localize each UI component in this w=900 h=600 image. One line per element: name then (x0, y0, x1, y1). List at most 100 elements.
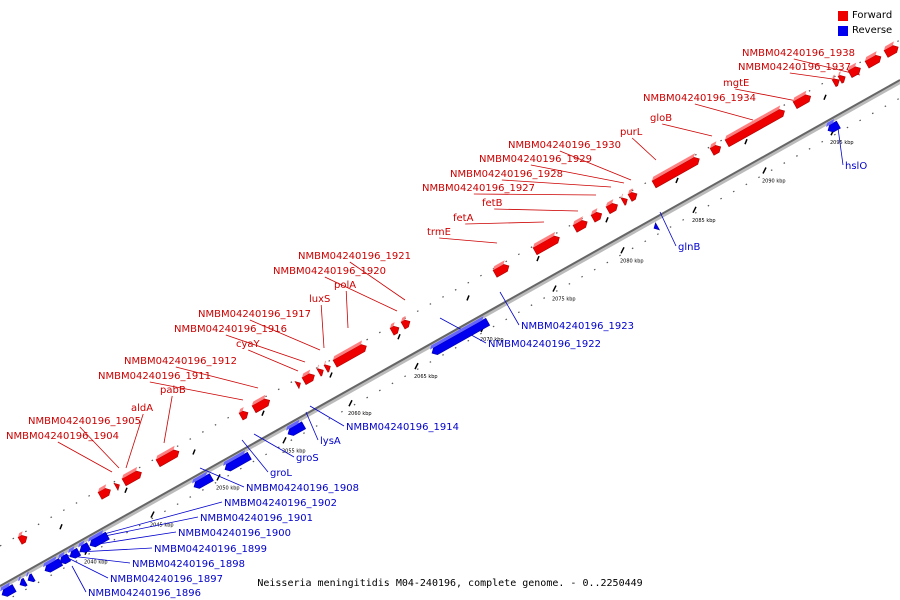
forward-gene-24[interactable] (792, 90, 813, 109)
forward-gene-14[interactable] (492, 260, 511, 278)
minor-tick (466, 295, 470, 301)
forward-gene-10[interactable] (323, 360, 333, 373)
reverse-gene-6[interactable] (77, 540, 92, 554)
forward-leader-line (465, 221, 545, 225)
forward-gene-19[interactable] (620, 193, 630, 206)
minor-tick (823, 94, 827, 101)
forward-gene-label: polA (334, 280, 356, 291)
scale-tick (150, 511, 155, 518)
gene-labels: NMBM04240196_1904 NMBM04240196_1905 aldA pa… (6, 48, 867, 599)
minor-tick (124, 487, 128, 494)
forward-gene-4[interactable] (155, 445, 181, 468)
forward-gene-label: NMBM04240196_1921 (298, 251, 411, 262)
forward-leader-line (57, 441, 113, 473)
reverse-leader-line (67, 557, 109, 579)
forward-gene-label: luxS (309, 294, 330, 305)
label-leader-lines (57, 58, 861, 593)
forward-gene-label: NMBM04240196_1917 (198, 309, 311, 320)
forward-gene-26[interactable] (837, 71, 848, 84)
legend-forward: Forward (838, 8, 892, 23)
forward-gene-label: gloB (650, 113, 672, 124)
forward-gene-9[interactable] (316, 364, 326, 377)
forward-gene-2[interactable] (113, 479, 122, 492)
forward-gene-0[interactable] (17, 531, 29, 545)
forward-leader-line (163, 395, 173, 444)
legend: Forward Reverse (838, 8, 892, 38)
reverse-gene-5[interactable] (67, 546, 82, 560)
scale-tick (216, 474, 221, 481)
scale-label: 2050 kbp (216, 485, 240, 491)
forward-leader-line (320, 304, 325, 349)
forward-leader-line (324, 276, 398, 312)
reverse-leader-line (77, 547, 153, 553)
forward-gene-6[interactable] (251, 394, 272, 414)
scale-tick (282, 436, 287, 444)
forward-gene-29[interactable] (883, 41, 900, 58)
reverse-gene-label: NMBM04240196_1902 (224, 498, 337, 509)
reverse-gene-11[interactable] (429, 316, 491, 357)
forward-gene-7[interactable] (294, 377, 303, 390)
reverse-gene-12[interactable] (651, 220, 661, 232)
reverse-leader-line (309, 405, 345, 427)
legend-reverse-label: Reverse (852, 25, 893, 36)
forward-gene-label: fetB (482, 198, 503, 209)
reverse-gene-label: groL (270, 468, 292, 479)
forward-gene-22[interactable] (709, 141, 723, 156)
forward-leader-line (249, 319, 321, 351)
forward-gene-label: NMBM04240196_1927 (422, 183, 535, 194)
forward-gene-16[interactable] (572, 216, 590, 233)
minor-tick (397, 333, 401, 340)
forward-gene-21[interactable] (651, 153, 702, 189)
reverse-leader-line (241, 439, 269, 473)
reverse-gene-9[interactable] (222, 450, 252, 473)
reverse-leader-line (305, 411, 319, 441)
forward-gene-11[interactable] (332, 340, 369, 368)
forward-leader-line (175, 366, 259, 389)
forward-gene-23[interactable] (724, 105, 787, 148)
forward-gene-20[interactable] (627, 188, 639, 202)
reverse-gene-label: NMBM04240196_1914 (346, 422, 459, 433)
scale-tick-group: 2040 kbp 2045 kbp 2050 kbp 2055 kbp 2060 kbp… (59, 94, 854, 566)
gene-features (0, 41, 900, 598)
forward-gene-27[interactable] (847, 62, 863, 79)
scale-tick (620, 246, 625, 254)
forward-gene-label: NMBM04240196_1920 (273, 266, 386, 277)
forward-leader-line (125, 413, 144, 469)
scale-tick (692, 206, 697, 214)
forward-swatch (838, 10, 848, 21)
scale-tick (762, 167, 767, 174)
reverse-gene-label: NMBM04240196_1908 (246, 483, 359, 494)
forward-gene-label: purL (620, 127, 643, 138)
scale-label: 2060 kbp (348, 411, 372, 417)
scale-label: 2075 kbp (552, 297, 576, 303)
reverse-gene-3[interactable] (42, 556, 64, 574)
forward-gene-28[interactable] (864, 51, 883, 69)
reverse-gene-4[interactable] (57, 551, 72, 565)
reverse-gene-1[interactable] (17, 576, 28, 589)
reverse-gene-0[interactable] (0, 582, 17, 598)
forward-leader-line (248, 349, 299, 372)
forward-gene-12[interactable] (389, 322, 401, 336)
forward-gene-label: NMBM04240196_1905 (28, 416, 141, 427)
reverse-gene-10[interactable] (285, 419, 307, 437)
reverse-gene-2[interactable] (25, 571, 36, 584)
forward-gene-label: fetA (453, 213, 474, 224)
forward-leader-line (79, 426, 120, 469)
reverse-gene-label: NMBM04240196_1900 (178, 528, 291, 539)
forward-gene-5[interactable] (238, 406, 250, 421)
legend-forward-label: Forward (852, 10, 893, 21)
reverse-leader-line (91, 531, 177, 546)
forward-gene-13[interactable] (400, 315, 412, 330)
reverse-gene-8[interactable] (191, 471, 214, 490)
forward-gene-3[interactable] (121, 466, 144, 487)
forward-gene-8[interactable] (301, 369, 317, 385)
forward-gene-15[interactable] (532, 231, 562, 256)
forward-leader-line (789, 72, 841, 81)
forward-gene-1[interactable] (97, 484, 113, 500)
forward-gene-label: NMBM04240196_1904 (6, 431, 119, 442)
forward-gene-18[interactable] (605, 199, 620, 215)
forward-gene-17[interactable] (590, 208, 604, 223)
forward-gene-25[interactable] (831, 74, 842, 88)
reverse-gene-7[interactable] (87, 529, 110, 548)
reverse-gene-13[interactable] (825, 119, 841, 134)
